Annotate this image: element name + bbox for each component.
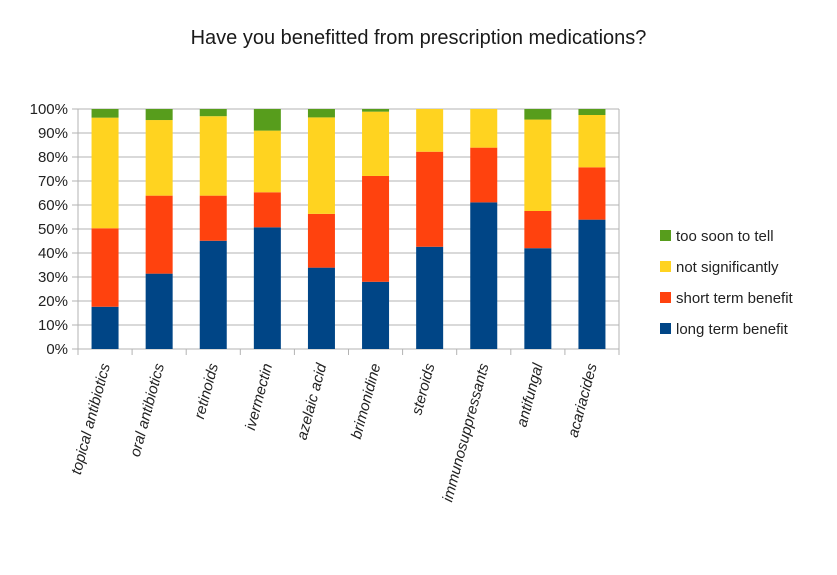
axes [77,109,620,355]
y-tick-label: 80% [38,149,68,166]
x-tick-label: acariacides [565,361,601,439]
bar-segment [253,130,281,193]
legend-swatch [660,261,671,272]
x-tick-label: azelaic acid [294,361,331,442]
y-tick-label: 60% [38,197,68,214]
bar-segment [524,248,552,349]
y-tick-label: 30% [38,269,68,286]
legend-label: too soon to tell [676,228,774,245]
bar-segment [578,115,606,168]
bar-segment [362,111,390,176]
y-tick-label: 10% [38,317,68,334]
chart-title: Have you benefitted from prescription me… [190,27,647,49]
bar-segment [416,151,444,247]
y-tick-label: 0% [46,341,68,358]
bar-segment [524,109,552,120]
legend-label: short term benefit [676,290,794,307]
bar-segment [253,227,281,349]
y-tick-label: 90% [38,125,68,142]
x-tick-labels: topical antibiotics oral antibiotics retin… [68,361,601,504]
legend-label: long term benefit [676,321,789,338]
y-tick-label: 50% [38,221,68,238]
x-tick-label: ivermectin [242,362,276,432]
bar-segment [199,109,227,117]
x-tick-label: antifungal [513,361,546,429]
legend-swatch [660,323,671,334]
bar-segment [199,240,227,349]
bar-segment [416,246,444,349]
bar-segment [362,281,390,349]
bar-segment [145,273,173,349]
bar-segment [253,192,281,228]
bar-segment [91,306,119,349]
legend-swatch [660,230,671,241]
bar-segment [199,116,227,196]
y-tick-label: 70% [38,173,68,190]
bar-segment [578,219,606,349]
bar-segment [362,109,390,112]
x-tick-label: steroids [408,361,438,417]
bars [91,109,606,349]
legend-label: not significantly [676,259,779,276]
bar-segment [145,195,173,274]
bar-segment [307,117,335,214]
legend: too soon to tell not significantly short t… [660,228,794,338]
bar-segment [470,147,498,203]
bar-segment [578,167,606,220]
bar-segment [91,109,119,118]
y-tick-labels: 0% 10% 20% 30% 40% 50% 60% 70% 80% 90% 100% [30,101,68,358]
x-tick-label: immunosuppressants [439,361,492,504]
legend-swatch [660,292,671,303]
x-tick-label: oral antibiotics [127,361,168,458]
y-tick-label: 20% [38,293,68,310]
y-tick-label: 40% [38,245,68,262]
bar-segment [199,195,227,241]
bar-segment [307,109,335,118]
bar-segment [145,120,173,196]
bar-segment [307,267,335,349]
bar-segment [524,119,552,211]
bar-segment [524,211,552,249]
x-tick-label: brimonidine [348,362,384,441]
bar-segment [470,109,498,148]
y-tick-label: 100% [30,101,68,118]
bar-segment [91,228,119,307]
bar-segment [253,109,281,131]
x-tick-label: retinoids [191,361,222,421]
bar-segment [578,109,606,115]
bar-segment [91,117,119,229]
bar-segment [307,213,335,268]
bar-segment [470,202,498,349]
bar-segment [362,175,390,282]
bar-segment [145,109,173,121]
bar-segment [416,109,444,152]
x-tick-label: topical antibiotics [68,361,114,476]
